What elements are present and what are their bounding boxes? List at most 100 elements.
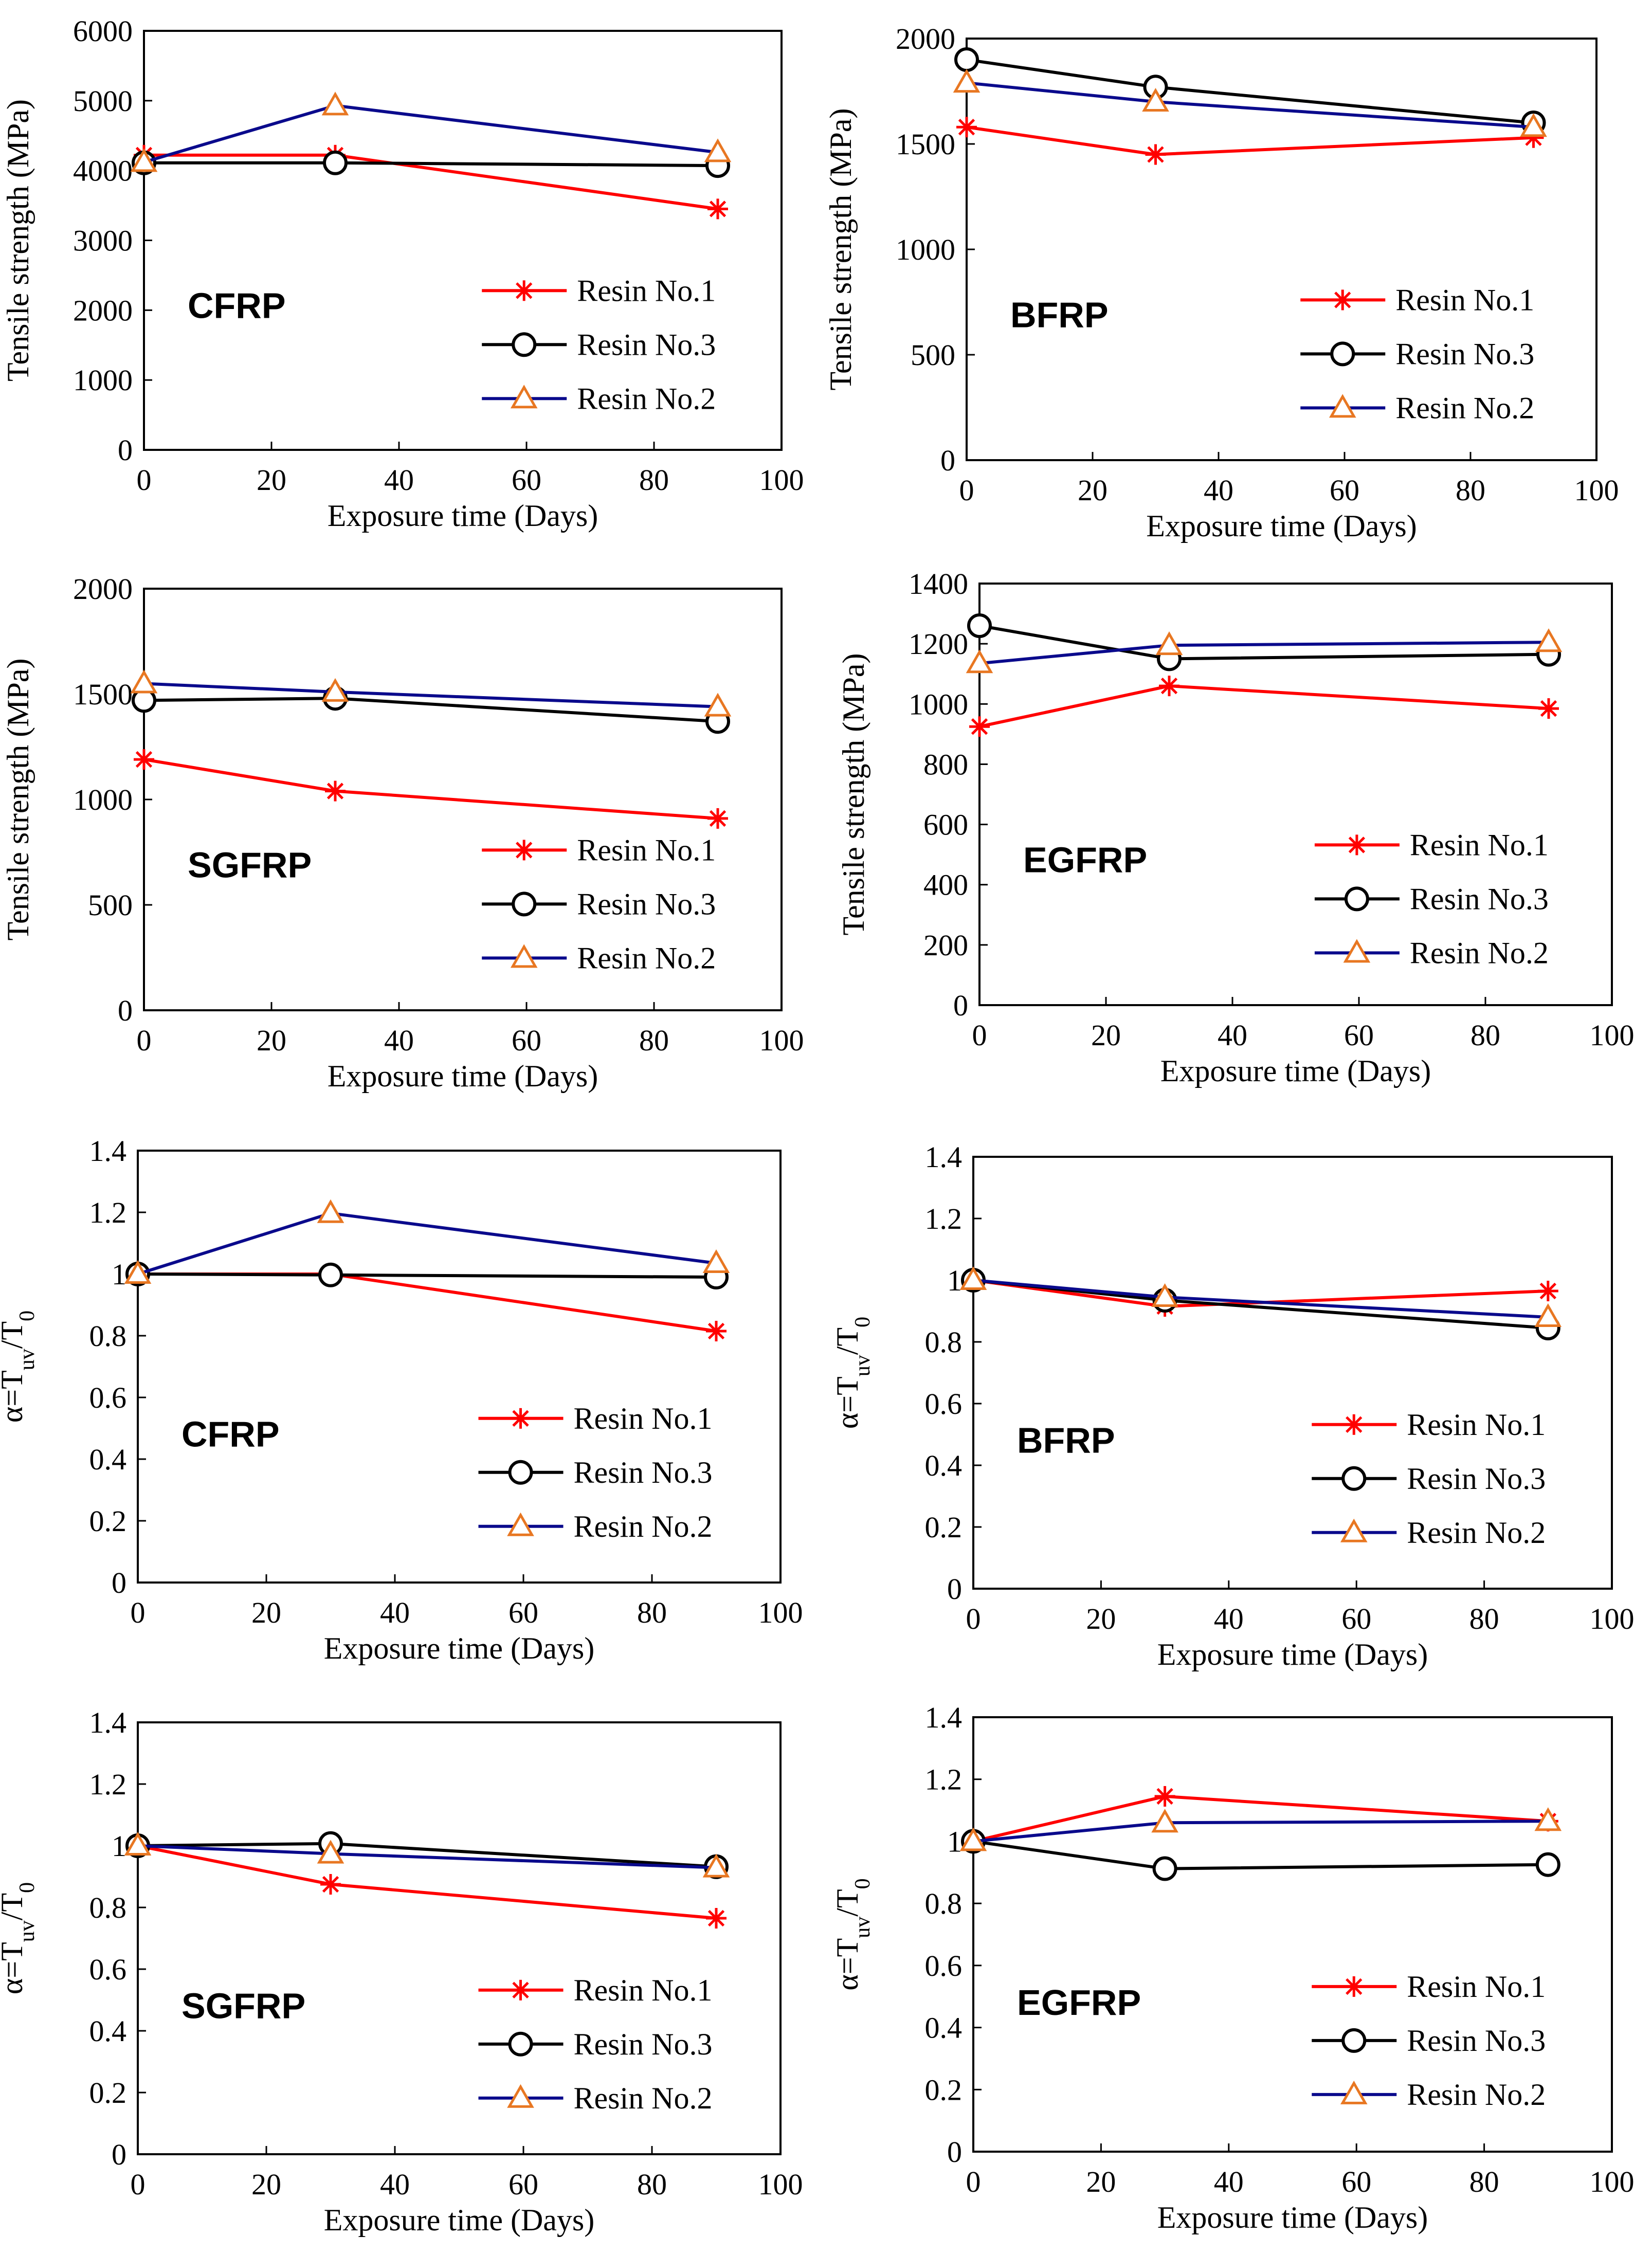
data-point-triangle	[1520, 113, 1547, 137]
chart-panel-5: 0 0.2 0.4 0.6 0.8 1 1.2 1.4 0 20 40 60 80 100 Exposure…	[0, 1134, 803, 1665]
x-tick-label: 0	[959, 474, 974, 507]
chart-panel-6: 0 0.2 0.4 0.6 0.8 1 1.2 1.4 0 20 40 60 80 100 Exposure…	[830, 1140, 1635, 1671]
data-point-triangle	[130, 148, 158, 172]
x-tick-label: 40	[384, 1024, 414, 1057]
y-tick-label: 1.2	[925, 1763, 963, 1796]
y-tick-label: 0.4	[925, 2011, 963, 2045]
x-tick-label: 40	[380, 1596, 410, 1629]
legend-label: Resin No.2	[1410, 936, 1549, 970]
legend-marker	[510, 1979, 531, 2001]
series-line-resin-1	[143, 758, 718, 820]
x-axis-title: Exposure time (Days)	[1146, 509, 1417, 543]
x-tick-label: 60	[509, 2168, 538, 2201]
series-line-resin-3	[973, 1820, 1548, 1843]
y-axis-title-part: /T	[0, 1321, 29, 1349]
data-point-triangle	[317, 1199, 344, 1223]
y-axis-title: α=Tuv/T0	[0, 1882, 39, 1994]
x-tick-label: 60	[512, 463, 541, 497]
x-tick-label: 80	[1456, 474, 1485, 507]
data-point-star-d2	[707, 1910, 725, 1927]
y-tick-label: 0.2	[89, 2076, 127, 2109]
y-tick-label: 5000	[73, 84, 133, 118]
series-line-resin-2	[144, 161, 718, 168]
panel-label: CFRP	[188, 285, 286, 325]
legend-label: Resin No.2	[574, 1510, 713, 1543]
y-tick-label: 0.4	[925, 1449, 963, 1482]
y-tick-label: 4000	[73, 154, 133, 188]
y-tick-label: 0.8	[925, 1887, 963, 1920]
x-tick-label: 20	[257, 1024, 286, 1057]
y-tick-label: 1.4	[925, 1140, 963, 1174]
legend-marker	[1332, 289, 1353, 311]
data-point-triangle	[124, 1260, 152, 1284]
series-line-resin-2	[973, 1840, 1548, 1870]
x-tick-label: 40	[384, 463, 414, 497]
data-point-triangle	[1534, 1303, 1562, 1327]
y-tick-label: 1500	[73, 678, 133, 711]
y-axis-title: Tensile strength (MPa)	[1, 658, 35, 940]
legend-marker	[514, 280, 535, 301]
data-point-triangle	[317, 1840, 344, 1864]
data-point-star-d2	[958, 119, 975, 136]
data-point-star	[134, 749, 154, 770]
panel-label: CFRP	[181, 1414, 280, 1454]
plot-frame	[978, 583, 1613, 1006]
data-point-triangle	[953, 69, 981, 93]
x-tick-label: 100	[1590, 1019, 1635, 1052]
legend-marker	[512, 332, 537, 357]
y-tick-label: 0.4	[89, 2014, 127, 2048]
legend-marker	[1341, 2028, 1367, 2053]
chart-panel-7: 0 0.2 0.4 0.6 0.8 1 1.2 1.4 0 20 40 60 80 100 Exposure…	[0, 1706, 803, 2237]
data-point-star	[706, 1908, 727, 1929]
y-tick-label: 1.4	[89, 1134, 127, 1168]
legend-label: Resin No.1	[1407, 1408, 1546, 1442]
data-point-triangle	[966, 649, 993, 674]
x-axis-title: Exposure time (Days)	[328, 1059, 598, 1093]
x-tick-label: 60	[1341, 1602, 1371, 1635]
x-tick-label: 60	[1330, 474, 1359, 507]
x-tick-label: 40	[380, 2168, 410, 2201]
x-tick-label: 20	[251, 1596, 281, 1629]
y-axis-title-part: /T	[830, 1327, 864, 1355]
legend-label: Resin No.1	[574, 1402, 713, 1435]
y-tick-label: 0	[953, 989, 968, 1022]
data-point-star	[956, 117, 977, 138]
data-point-triangle	[124, 1831, 152, 1856]
series-line-resin-3	[979, 641, 1549, 665]
y-axis-title-part: /T	[0, 1893, 29, 1920]
legend-marker-d2	[516, 282, 533, 299]
legend-label: Resin No.3	[1407, 1462, 1546, 1496]
legend-marker	[510, 1408, 531, 1429]
data-point-circle	[954, 47, 979, 72]
y-axis-title-part: 0	[15, 1311, 39, 1321]
y-axis-title-part: α=T	[830, 1376, 864, 1429]
series-line-resin-1	[966, 125, 1534, 156]
x-tick-label: 20	[251, 2168, 281, 2201]
data-point-star-d2	[135, 751, 153, 768]
y-tick-label: 1000	[73, 363, 133, 397]
y-tick-label: 0	[118, 994, 133, 1027]
chart-panel-1: 0 1000 2000 3000 4000 5000 6000 0 20 40 60 80 100 Exp…	[1, 14, 804, 533]
legend-marker	[507, 1512, 534, 1536]
y-axis-title-part: 0	[15, 1882, 39, 1893]
x-tick-label: 80	[1469, 1602, 1499, 1635]
y-axis-title: α=Tuv/T0	[0, 1311, 39, 1423]
legend-label: Resin No.2	[574, 2081, 713, 2115]
legend-label: Resin No.3	[1410, 882, 1549, 916]
data-point-star-d2	[1147, 146, 1164, 163]
x-tick-label: 40	[1214, 1602, 1244, 1635]
legend-label: Resin No.1	[1407, 1970, 1546, 2004]
data-point-triangle	[702, 1249, 730, 1273]
y-tick-label: 0	[940, 444, 955, 477]
data-point-triangle	[1535, 628, 1563, 652]
data-point-star	[1145, 144, 1166, 165]
series-line-resin-3	[966, 81, 1534, 129]
x-tick-label: 0	[131, 2168, 146, 2201]
legend-label: Resin No.3	[1395, 337, 1534, 371]
y-axis-title-part: uv	[15, 1349, 39, 1370]
legend-label: Resin No.3	[1407, 2024, 1546, 2058]
y-axis-title-part: uv	[15, 1920, 39, 1942]
data-point-star-d2	[1160, 677, 1178, 695]
data-point-circle	[967, 613, 992, 638]
